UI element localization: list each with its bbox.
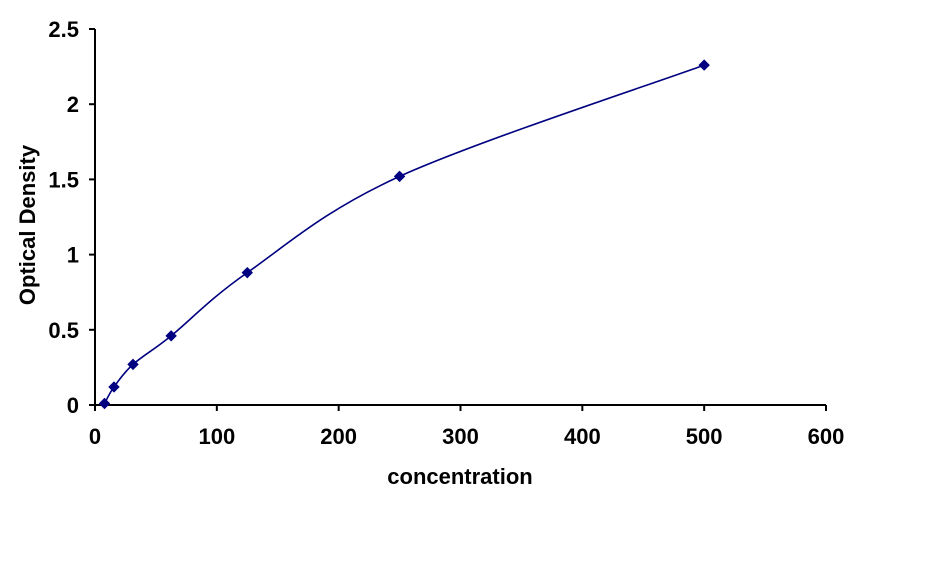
y-tick-label: 1 (67, 243, 79, 268)
x-axis-title: concentration (387, 464, 532, 489)
data-point-marker (241, 266, 253, 279)
x-tick-label: 400 (564, 424, 601, 449)
x-tick-label: 500 (686, 424, 723, 449)
fitted-curve (103, 64, 705, 404)
x-tick-label: 600 (808, 424, 845, 449)
x-tick-label: 100 (198, 424, 235, 449)
y-tick-label: 0 (67, 393, 79, 418)
y-axis-title: Optical Density (15, 144, 40, 305)
y-tick-label: 2 (67, 92, 79, 117)
y-ticks: 0 0.5 1 1.5 2 2.5 (48, 17, 95, 418)
y-tick-label: 1.5 (48, 167, 79, 192)
data-points (98, 59, 710, 410)
x-tick-label: 0 (89, 424, 101, 449)
y-tick-label: 2.5 (48, 17, 79, 42)
data-point-marker (108, 381, 120, 393)
data-point-marker (127, 358, 139, 371)
data-point-marker (165, 330, 177, 342)
data-point-marker (698, 59, 710, 71)
data-point-marker (393, 170, 406, 183)
x-tick-label: 300 (442, 424, 479, 449)
data-point-marker (98, 397, 111, 410)
axes (94, 29, 826, 406)
x-ticks: 0 100 200 300 400 500 600 (89, 405, 844, 449)
x-tick-label: 200 (320, 424, 357, 449)
y-tick-label: 0.5 (48, 318, 79, 343)
